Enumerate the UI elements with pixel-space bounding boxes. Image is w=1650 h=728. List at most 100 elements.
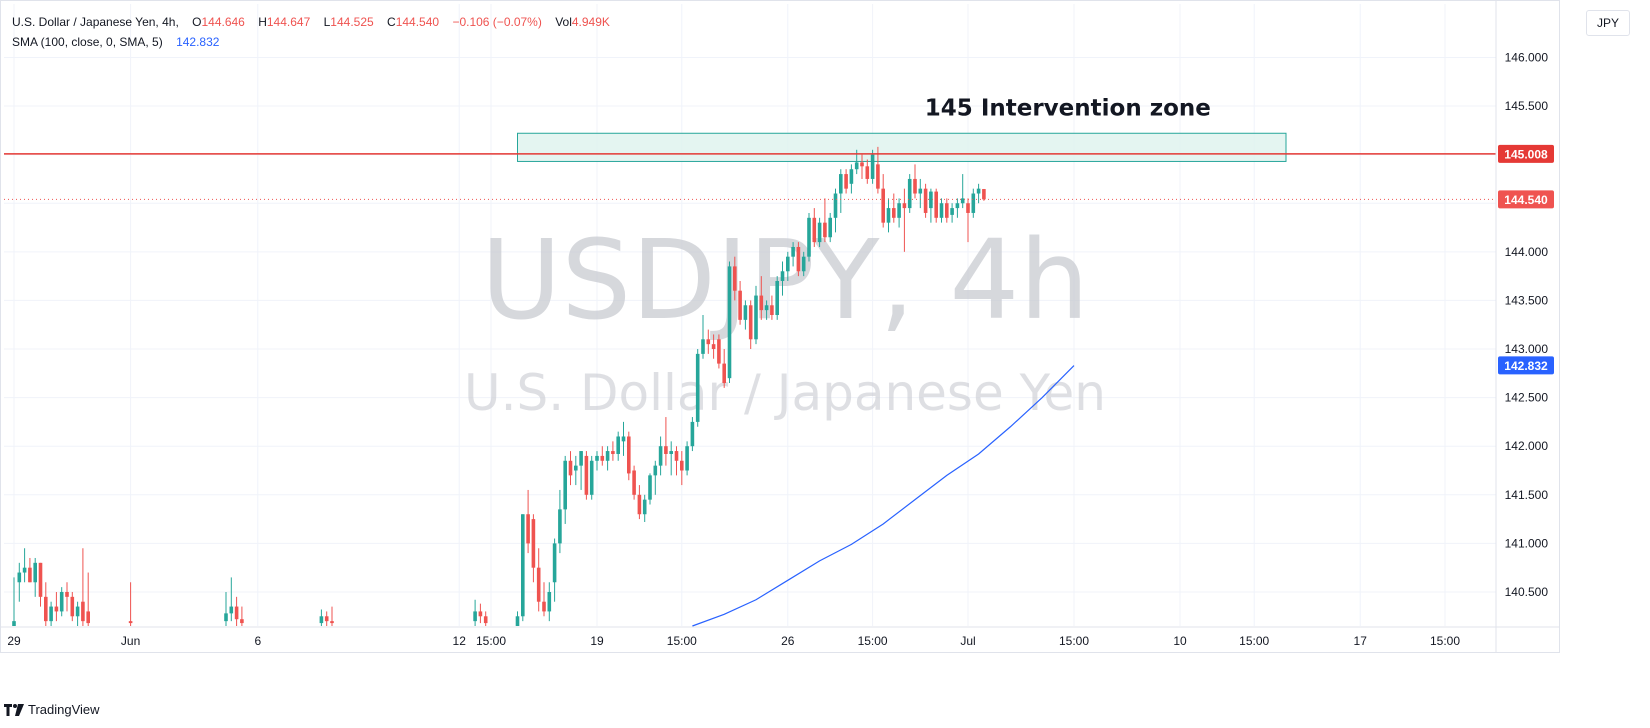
candle-body [483,616,488,624]
legend-low: L144.525 [323,15,374,29]
y-tick-label: 142.000 [1505,439,1549,453]
candle-body [515,616,520,626]
candle-body [902,203,907,209]
candle-body [817,222,822,243]
candle-body [870,154,875,179]
candle-body [865,166,870,179]
candle-body [579,451,583,466]
candle-body [849,169,854,184]
candle-body [627,436,631,474]
legend-open: O144.646 [192,15,245,29]
y-tick-label: 146.000 [1505,50,1549,64]
candle-body [685,446,689,471]
candle-body [939,203,944,218]
candle-body [722,363,726,384]
candle-body [574,465,578,471]
candle-body [706,339,711,345]
candle-body [796,246,801,272]
horizontal-lines[interactable] [4,153,1496,200]
candle-body [12,621,16,626]
sma-price-tag: 142.832 [1504,359,1548,373]
x-tick-label: 15:00 [858,634,888,648]
candle-body [775,280,779,315]
candle-body [892,208,896,218]
x-tick-label: 10 [1173,634,1187,648]
brand-label: TradingView [28,702,100,717]
candle-body [38,562,43,597]
intervention-zone[interactable] [517,132,1287,162]
candles [12,146,986,626]
currency-button[interactable]: JPY [1586,10,1630,36]
x-tick-label: 15:00 [476,634,506,648]
candle-body [584,455,589,495]
x-tick-label: 12 [453,634,467,648]
candle-body [547,591,552,612]
x-tick-label: 15:00 [667,634,697,648]
x-tick-label: 15:00 [1059,634,1089,648]
candle-body [807,217,811,257]
x-tick-label: Jun [121,634,140,648]
watermark: USDJPY, 4h U.S. Dollar / Japanese Yen [464,216,1106,422]
candle-body [711,344,716,350]
candle-body [886,208,891,223]
candle-body [86,611,90,624]
candle-body [759,295,764,311]
candle-body [330,621,334,624]
candle-body [695,353,700,422]
zone-annotation[interactable]: 145 Intervention zone [925,95,1211,121]
candle-body [950,208,954,215]
candle-body [568,460,573,476]
candle-body [600,455,605,461]
sma-line [692,365,1075,627]
watermark-name: U.S. Dollar / Japanese Yen [464,364,1106,422]
candle-body [552,543,557,583]
candle-body [738,290,742,320]
candle-body [717,339,721,364]
candle-body [49,606,53,622]
candle-body [881,188,885,223]
candle-body [934,191,938,218]
legend-high: H144.647 [258,15,311,29]
legend-change: −0.106 (−0.07%) [452,15,542,29]
candle-body [839,174,843,194]
y-tick-label: 141.000 [1505,536,1549,550]
candle-body [637,494,642,515]
candle-body [595,455,599,461]
candle-body [234,606,239,620]
x-tick-label: 29 [7,634,21,648]
legend-sma-row[interactable]: SMA (100, close, 0, SMA, 5) 142.832 [12,32,620,52]
candle-body [897,203,901,218]
candle-body [224,613,228,622]
chart-frame [0,0,1560,653]
candle-body [642,499,647,515]
y-tick-label: 140.500 [1505,585,1549,599]
candle-body [521,514,525,617]
y-tick-label: 142.500 [1505,391,1549,405]
candle-body [764,305,769,311]
candle-body [754,295,758,340]
tradingview-brand[interactable]: TradingView [4,702,100,717]
y-tick-label: 141.500 [1505,488,1549,502]
legend-ohlc-row: U.S. Dollar / Japanese Yen, 4h, O144.646… [12,12,620,32]
axes: 140.500 141.000 141.500 142.000 142.500 143.0… [0,0,1560,653]
candle-body [632,470,636,495]
candle-body [526,514,530,544]
candle-body [786,256,790,272]
candle-body [828,217,832,238]
legend: U.S. Dollar / Japanese Yen, 4h, O144.646… [12,12,620,52]
candle-body [605,451,610,461]
y-tick-label: 144.000 [1505,245,1549,259]
candle-body [54,606,59,612]
y-tick-label: 145.500 [1505,99,1549,113]
y-tick-label: 143.000 [1505,342,1549,356]
last-price-tag-bg [1498,190,1554,209]
legend-volume: Vol4.949K [555,15,610,29]
candle-body [616,436,620,454]
candle-body [473,611,477,622]
candle-body [75,606,80,617]
candle-body [44,596,48,622]
candle-body [690,421,695,447]
candle-body [319,616,324,624]
candle-body [971,193,976,213]
